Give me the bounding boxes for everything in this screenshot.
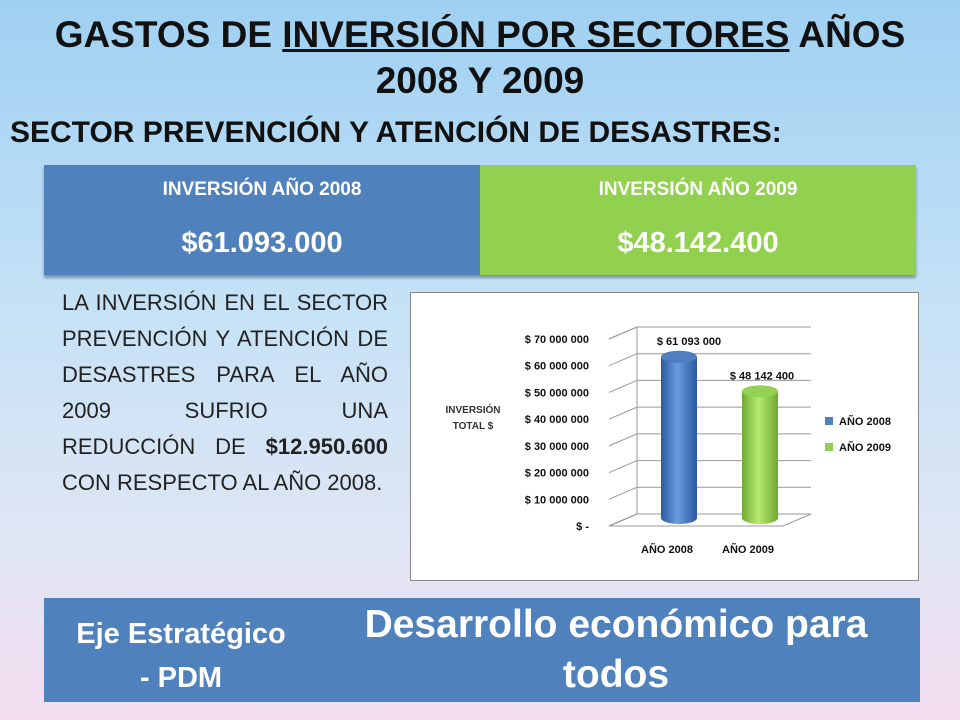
y-tick-label: $ 40 000 000 — [525, 414, 589, 426]
bar-cylinder-top — [742, 385, 778, 398]
legend-label: AÑO 2009 — [839, 441, 891, 454]
bar-cylinder — [742, 391, 778, 524]
legend-swatch — [825, 417, 833, 425]
eje-line-2: - PDM — [139, 662, 223, 694]
y-axis-label: INVERSIÓN — [445, 403, 500, 416]
investment-2009-label: INVERSIÓN AÑO 2009 — [598, 179, 798, 200]
gridline-diagonal — [608, 326, 638, 340]
paragraph-text-after: CON RESPECTO AL AÑO 2008. — [62, 470, 383, 495]
title-line-1: GASTOS DE INVERSIÓN POR SECTORES AÑOS — [0, 12, 960, 58]
reduction-paragraph: LA INVERSIÓN EN EL SECTOR PREVENCIÓN Y A… — [62, 285, 388, 501]
y-tick-label: $ 70 000 000 — [525, 334, 589, 346]
chart-floor — [608, 513, 812, 527]
chart-side-wall — [608, 326, 638, 527]
paragraph-reduction-amount: $12.950.600 — [265, 434, 388, 459]
sector-subtitle: SECTOR PREVENCIÓN Y ATENCIÓN DE DESASTRE… — [10, 116, 782, 149]
title-line-2: 2008 Y 2009 — [375, 60, 585, 101]
bar-cylinder — [661, 356, 697, 524]
y-tick-label: $ 50 000 000 — [525, 387, 589, 399]
gridline-diagonal — [608, 353, 638, 367]
x-tick-label: AÑO 2009 — [722, 543, 774, 556]
gridline-diagonal — [608, 406, 638, 420]
page-title: GASTOS DE INVERSIÓN POR SECTORES AÑOS 20… — [0, 12, 960, 104]
y-tick-label: $ 30 000 000 — [525, 441, 589, 453]
gridline-diagonal — [608, 460, 638, 474]
y-tick-label: $ 60 000 000 — [525, 361, 589, 373]
x-tick-label: AÑO 2008 — [641, 543, 693, 556]
legend-label: AÑO 2008 — [839, 415, 891, 428]
title-underlined: INVERSIÓN POR SECTORES — [282, 14, 790, 55]
bar-cylinder-top — [661, 350, 697, 363]
y-tick-label: $ 20 000 000 — [525, 468, 589, 480]
investment-table: INVERSIÓN AÑO 2008 $61.093.000 INVERSIÓN… — [44, 165, 916, 275]
y-tick-label: $ - — [576, 521, 589, 533]
eje-line-1: Eje Estratégico — [76, 618, 286, 650]
investment-2009-cell: INVERSIÓN AÑO 2009 $48.142.400 — [480, 165, 916, 275]
gridline-diagonal — [608, 379, 638, 393]
investment-2008-cell: INVERSIÓN AÑO 2008 $61.093.000 — [44, 165, 480, 275]
data-label: $ 48 142 400 — [730, 370, 794, 382]
title-part1: GASTOS DE — [54, 14, 283, 55]
gridline-diagonal — [608, 513, 638, 527]
title-part2: AÑOS — [789, 14, 906, 55]
desarrollo-label: Desarrollo económico para todos — [364, 603, 868, 696]
investment-chart: $ - $ 10 000 000 $ 20 000 000 $ 30 000 000 $… — [410, 292, 919, 581]
y-axis-label: TOTAL $ — [453, 421, 494, 432]
paragraph-text-before: LA INVERSIÓN EN EL SECTOR PREVENCIÓN Y A… — [62, 290, 388, 459]
investment-2008-label: INVERSIÓN AÑO 2008 — [162, 179, 362, 200]
investment-2009-value: $48.142.400 — [617, 227, 779, 259]
data-label: $ 61 093 000 — [657, 336, 721, 348]
gridline-diagonal — [608, 433, 638, 447]
chart-svg: $ - $ 10 000 000 $ 20 000 000 $ 30 000 000 $… — [445, 326, 891, 556]
legend-swatch — [825, 443, 833, 451]
gridline-diagonal — [608, 486, 638, 500]
strategic-axis-banner: Eje Estratégico - PDM Desarrollo económi… — [44, 598, 920, 702]
y-tick-label: $ 10 000 000 — [525, 494, 589, 506]
eje-estrategico-label: Eje Estratégico - PDM — [56, 612, 306, 700]
investment-2008-value: $61.093.000 — [181, 227, 343, 259]
